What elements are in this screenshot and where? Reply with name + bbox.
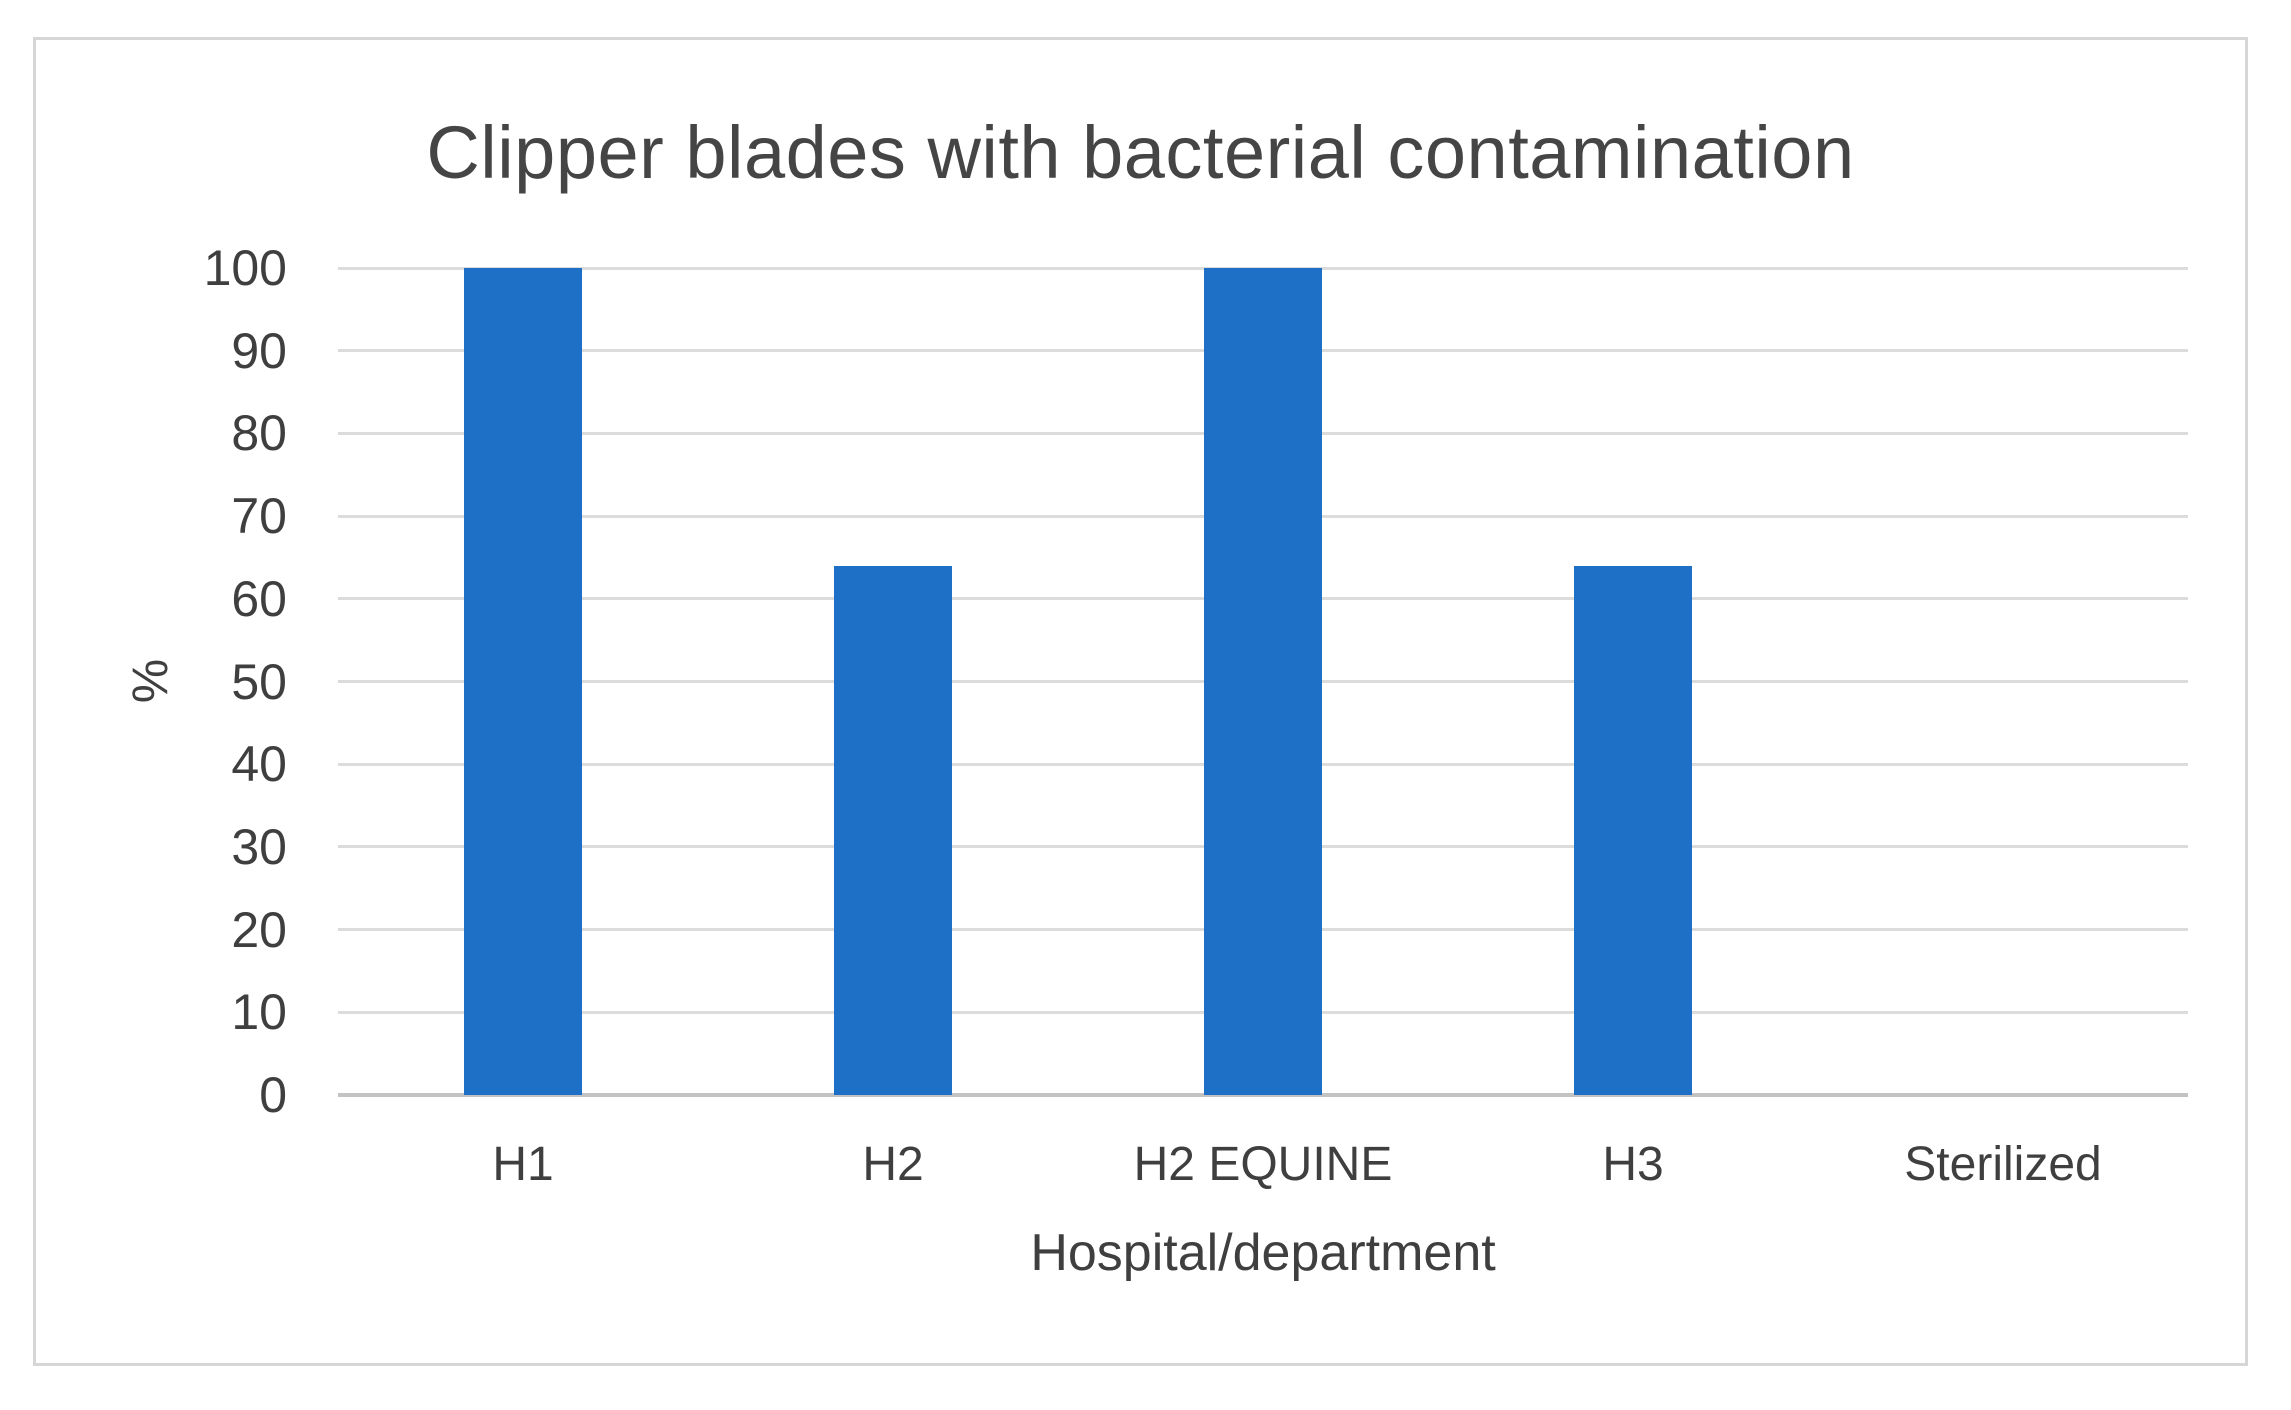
bar-h2-equine [1204,268,1322,1095]
y-tick-label: 50 [231,653,287,710]
chart-figure: Clipper blades with bacterial contaminat… [33,37,2248,1366]
x-category-label: Sterilized [1904,1138,2102,1191]
y-tick-label: 20 [231,901,287,958]
y-tick-label: 30 [231,818,287,875]
y-tick-label: 60 [231,570,287,627]
x-category-label: H2 EQUINE [1133,1138,1393,1191]
y-tick-label: 0 [259,1067,287,1123]
chart-title: Clipper blades with bacterial contaminat… [426,111,1855,194]
x-category-label: H3 [1602,1138,1664,1191]
y-tick-label: 40 [231,736,287,793]
bar-h2 [834,565,952,1095]
x-category-label: H2 [862,1138,924,1191]
x-category-label: H1 [492,1138,554,1191]
x-axis-line [338,1093,2188,1097]
x-axis-title: Hospital/department [1030,1224,1496,1282]
y-tick-label: 10 [231,984,287,1041]
y-tick-label: 100 [203,240,287,296]
bar-h3 [1574,565,1692,1095]
bar-h1 [464,268,582,1095]
y-tick-label: 80 [231,405,287,462]
plot-area [338,266,2188,1097]
y-tick-label: 90 [231,322,287,379]
y-tick-label: 70 [231,488,287,545]
